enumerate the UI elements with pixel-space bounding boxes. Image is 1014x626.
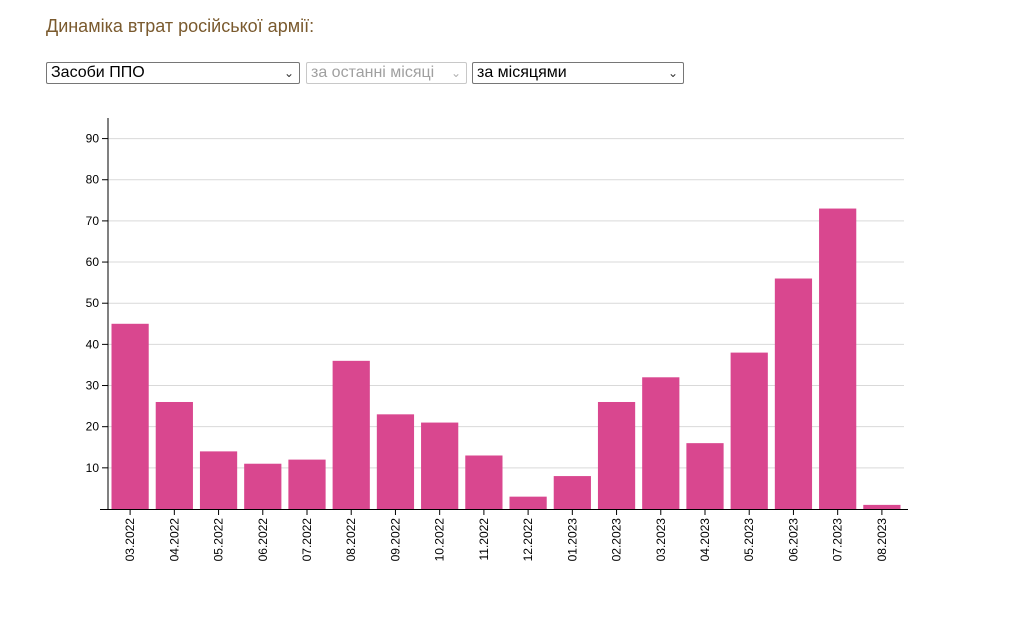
y-axis: 10 20 30 40 50 60 70 80 90 — [86, 118, 109, 509]
x-tick-label: 05.2023 — [742, 518, 756, 562]
page-title: Динаміка втрат російської армії: — [46, 16, 315, 36]
bars — [111, 208, 901, 509]
x-tick-label: 04.2023 — [698, 518, 712, 562]
loss-type-select[interactable]: Засоби ППО ⌄ — [46, 62, 300, 84]
bar-12.2022 — [509, 496, 547, 509]
x-tick-label: 04.2022 — [167, 518, 181, 562]
bar-07.2022 — [288, 459, 326, 509]
y-tick-label: 70 — [86, 214, 100, 228]
x-tick-label: 11.2022 — [477, 518, 491, 561]
bar-11.2022 — [465, 455, 503, 509]
y-tick-label: 60 — [86, 255, 100, 269]
x-tick-label: 09.2022 — [388, 518, 402, 562]
bar-09.2022 — [376, 414, 415, 509]
bar-01.2023 — [553, 476, 591, 509]
bar-06.2022 — [244, 463, 282, 509]
x-tick-label: 03.2022 — [123, 518, 137, 562]
y-tick-label: 20 — [86, 420, 100, 434]
bar-02.2023 — [597, 401, 636, 509]
x-tick-label: 01.2023 — [565, 518, 579, 562]
x-axis: 03.2022 04.2022 05.2022 06.2022 07.2022 08.20… — [100, 509, 908, 561]
y-tick-label: 40 — [86, 337, 100, 351]
bar-04.2023 — [686, 443, 724, 509]
y-tick-label: 50 — [86, 296, 100, 310]
bar-04.2022 — [155, 401, 193, 509]
x-tick-label: 05.2022 — [212, 518, 226, 562]
chevron-down-icon: ⌄ — [283, 66, 294, 80]
bar-08.2023 — [863, 504, 901, 509]
bar-03.2023 — [642, 377, 680, 509]
x-tick-label: 08.2022 — [344, 518, 358, 562]
chevron-down-icon: ⌄ — [450, 66, 461, 80]
bar-10.2022 — [421, 422, 459, 509]
grouping-value: за місяцями — [477, 64, 567, 81]
y-tick-label: 10 — [86, 461, 100, 475]
loss-type-value: Засоби ППО — [51, 64, 145, 81]
x-tick-label: 03.2023 — [654, 518, 668, 562]
x-tick-label: 08.2023 — [875, 518, 889, 562]
x-tick-label: 06.2023 — [786, 518, 800, 562]
x-tick-label: 07.2022 — [300, 518, 314, 562]
bar-07.2023 — [819, 208, 857, 509]
x-tick-label: 06.2022 — [256, 518, 270, 562]
x-tick-label: 10.2022 — [433, 518, 447, 562]
x-tick-label: 07.2023 — [831, 518, 845, 562]
x-tick-label: 02.2023 — [610, 518, 624, 562]
x-tick-label: 12.2022 — [521, 518, 535, 562]
bar-05.2023 — [730, 352, 768, 509]
bar-06.2023 — [774, 278, 813, 509]
grid-lines — [108, 138, 904, 469]
period-select: за останні місяці ⌄ — [306, 62, 467, 84]
grouping-select[interactable]: за місяцями ⌄ — [472, 62, 684, 84]
chevron-down-icon: ⌄ — [667, 66, 678, 80]
bar-05.2022 — [199, 451, 238, 509]
bar-03.2022 — [111, 323, 149, 509]
y-tick-label: 90 — [86, 132, 100, 146]
bar-08.2022 — [332, 360, 370, 509]
y-tick-label: 30 — [86, 379, 100, 393]
period-value: за останні місяці — [311, 64, 435, 81]
y-tick-label: 80 — [86, 173, 100, 187]
